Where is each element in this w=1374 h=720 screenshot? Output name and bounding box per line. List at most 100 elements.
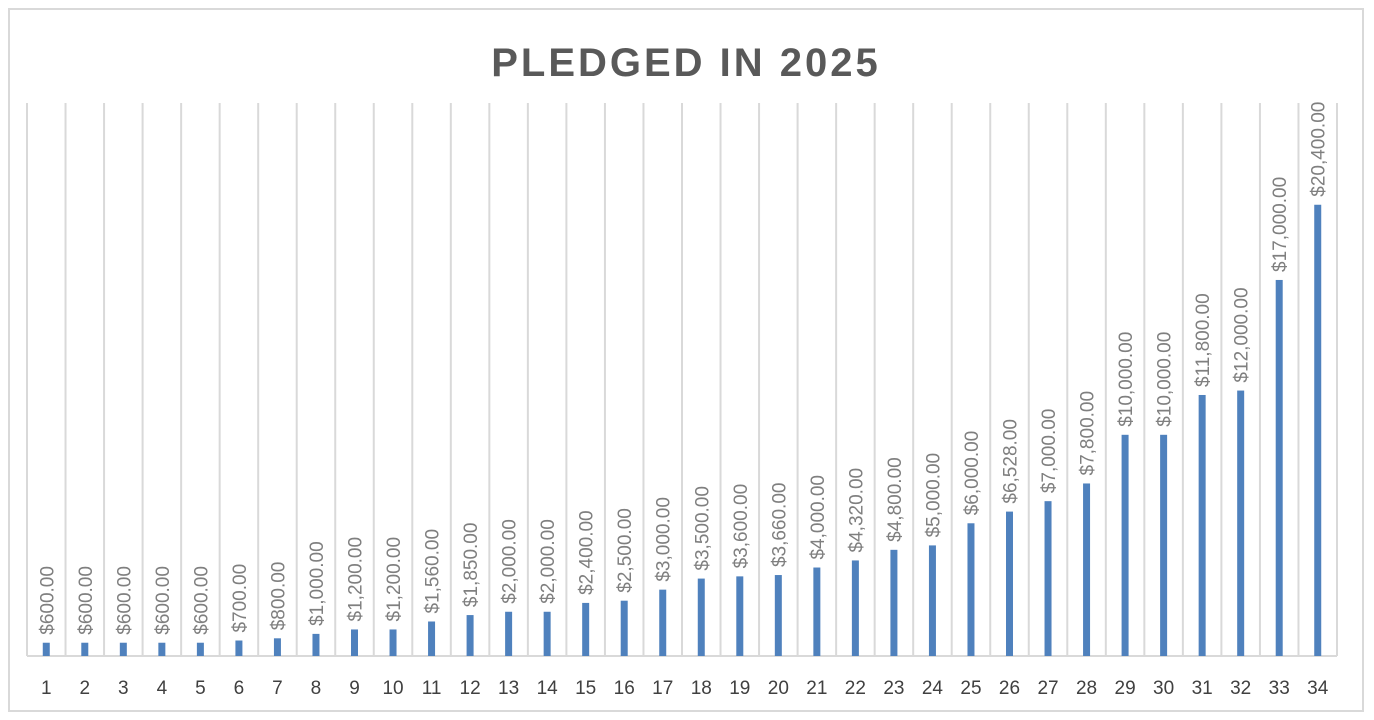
data-label: $3,000.00: [654, 497, 675, 582]
x-tick-label: 6: [234, 678, 245, 699]
data-label: $3,500.00: [692, 486, 713, 571]
x-tick-label: 20: [768, 678, 789, 699]
data-label: $1,850.00: [461, 523, 482, 608]
data-label: $3,600.00: [731, 484, 752, 569]
x-axis-ticks: 1 2 3 4 5 6 7 8 9 10 11 12 13 14 15 16 17 18 19 20 21 22 23 24 2…: [41, 678, 1329, 699]
data-label: $3,660.00: [769, 483, 790, 568]
data-label: $600.00: [191, 566, 212, 635]
x-tick-label: 19: [729, 678, 750, 699]
bar: [1044, 501, 1052, 656]
data-label: $6,000.00: [962, 431, 983, 516]
gridlines: [26, 103, 1338, 657]
bar: [351, 629, 358, 656]
data-label: $600.00: [153, 566, 174, 635]
x-tick-label: 16: [614, 678, 635, 699]
x-tick-label: 5: [195, 678, 206, 699]
bar: [774, 575, 782, 656]
bar: [1083, 483, 1091, 656]
x-tick-label: 4: [157, 678, 168, 699]
x-tick-label: 32: [1230, 678, 1251, 699]
data-label: $1,000.00: [307, 541, 328, 626]
data-label: $600.00: [37, 566, 58, 635]
bar: [1314, 204, 1322, 656]
bar: [736, 576, 744, 656]
data-label: $10,000.00: [1155, 332, 1176, 427]
data-label: $600.00: [114, 566, 135, 635]
data-label: $4,000.00: [808, 475, 829, 560]
data-label: $4,320.00: [846, 468, 867, 553]
x-tick-label: 33: [1269, 678, 1290, 699]
data-label: $5,000.00: [923, 453, 944, 538]
data-label: $2,500.00: [615, 508, 636, 593]
bar: [659, 589, 667, 656]
x-tick-label: 22: [845, 678, 866, 699]
data-label: $2,000.00: [500, 519, 521, 604]
data-label: $1,200.00: [346, 537, 367, 622]
x-tick-label: 9: [349, 678, 360, 699]
x-tick-label: 24: [922, 678, 944, 699]
bar: [543, 611, 551, 656]
data-label: $800.00: [268, 562, 289, 631]
x-tick-label: 8: [311, 678, 322, 699]
bar: [119, 642, 127, 656]
x-tick-label: 29: [1115, 678, 1136, 699]
data-label: $10,000.00: [1116, 332, 1137, 427]
data-label: $20,400.00: [1309, 102, 1330, 197]
x-tick-label: 25: [960, 678, 981, 699]
bar: [389, 629, 397, 656]
bar: [1237, 390, 1245, 656]
data-label: $4,800.00: [885, 457, 906, 542]
data-label: $6,528.00: [1001, 419, 1022, 504]
bars: [42, 204, 1322, 656]
bar: [1121, 434, 1129, 656]
data-label: $7,000.00: [1039, 409, 1060, 494]
chart-title: PLEDGED IN 2025: [491, 41, 881, 85]
x-tick-label: 21: [806, 678, 827, 699]
bar: [42, 642, 50, 656]
x-tick-label: 31: [1192, 678, 1213, 699]
bar: [312, 633, 320, 656]
x-tick-label: 12: [460, 678, 481, 699]
bar: [967, 523, 975, 656]
x-tick-label: 34: [1307, 678, 1329, 699]
bar: [196, 642, 204, 656]
bar: [1160, 434, 1168, 656]
x-tick-label: 26: [999, 678, 1020, 699]
x-tick-label: 1: [41, 678, 52, 699]
data-label: $1,560.00: [423, 529, 444, 614]
bar: [890, 549, 898, 656]
x-tick-label: 23: [883, 678, 904, 699]
bar: [1198, 394, 1206, 656]
data-label: $12,000.00: [1232, 287, 1253, 382]
chart-frame: [8, 8, 1364, 712]
bar: [273, 638, 281, 656]
x-tick-label: 3: [118, 678, 129, 699]
x-tick-label: 15: [575, 678, 596, 699]
data-label: $700.00: [230, 564, 251, 633]
x-tick-label: 7: [272, 678, 283, 699]
x-tick-label: 11: [422, 678, 442, 699]
bar: [697, 578, 705, 656]
bar: [620, 600, 628, 656]
bar: [235, 640, 243, 656]
x-tick-label: 14: [537, 678, 559, 699]
x-tick-label: 28: [1076, 678, 1097, 699]
x-tick-label: 30: [1153, 678, 1174, 699]
x-tick-label: 2: [80, 678, 91, 699]
data-label: $2,000.00: [538, 519, 559, 604]
data-label: $1,200.00: [384, 537, 405, 622]
bar: [466, 615, 474, 656]
data-label: $600.00: [76, 566, 97, 635]
bar: [505, 611, 513, 656]
x-tick-label: 27: [1037, 678, 1058, 699]
x-tick-label: 13: [498, 678, 519, 699]
data-label: $17,000.00: [1270, 177, 1291, 272]
bar: [1006, 511, 1013, 656]
bar: [813, 567, 821, 656]
bar: [81, 642, 89, 656]
bar: [928, 545, 936, 656]
x-tick-label: 10: [382, 678, 403, 699]
bar: [851, 560, 859, 656]
x-tick-label: 17: [652, 678, 673, 699]
